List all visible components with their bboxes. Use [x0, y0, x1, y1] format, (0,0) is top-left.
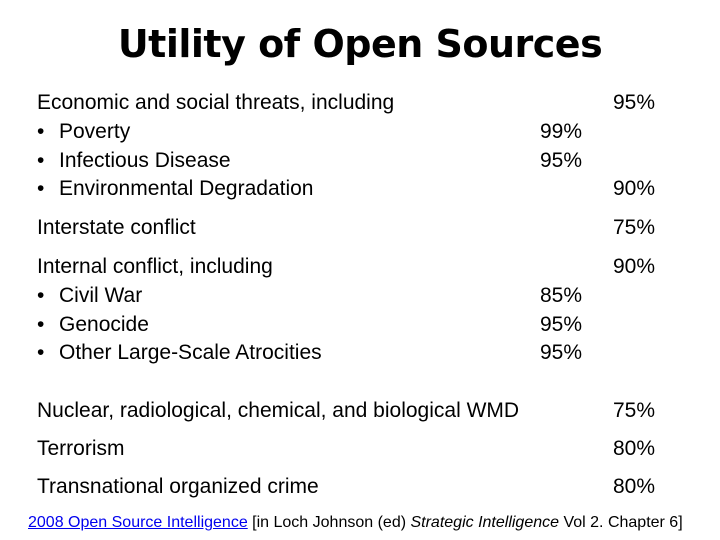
citation-link[interactable]: 2008 Open Source Intelligence — [28, 514, 248, 531]
row-label: Infectious Disease — [59, 149, 231, 172]
row-label: Other Large-Scale Atrocities — [59, 341, 322, 364]
citation-prefix: [in Loch Johnson (ed) — [247, 514, 411, 531]
row-economic: Economic and social threats, including — [37, 89, 394, 117]
row-label: Environmental Degradation — [59, 177, 314, 200]
row-atrocities: • Other Large-Scale Atrocities — [37, 339, 322, 367]
row-infectious-disease: • Infectious Disease — [37, 147, 231, 175]
row-label: Genocide — [59, 313, 149, 336]
bullet-icon: • — [37, 313, 45, 336]
row-terrorism: Terrorism — [37, 435, 125, 463]
row-genocide: • Genocide — [37, 311, 149, 339]
value-civil-war: 85% — [540, 284, 583, 307]
row-wmd: Nuclear, radiological, chemical, and bio… — [37, 397, 519, 425]
bullet-icon: • — [37, 149, 45, 172]
bullet-icon: • — [37, 341, 45, 364]
citation-book-title: Strategic Intelligence — [410, 514, 560, 531]
row-label: Nuclear, radiological, chemical, and bio… — [37, 399, 520, 422]
row-label: Terrorism — [37, 437, 125, 460]
row-label: Civil War — [59, 284, 143, 307]
row-interstate: Interstate conflict — [37, 214, 196, 242]
value-wmd: 75% — [613, 399, 656, 422]
bullet-icon: • — [37, 177, 45, 200]
row-label: Interstate conflict — [37, 216, 196, 239]
row-label: Internal conflict, including — [37, 255, 273, 278]
value-terrorism: 80% — [613, 437, 656, 460]
row-internal-conflict: Internal conflict, including — [37, 253, 273, 281]
bullet-icon: • — [37, 120, 45, 143]
citation-suffix: Vol 2. Chapter 6] — [559, 514, 683, 531]
row-poverty: • Poverty — [37, 118, 130, 146]
row-label: Poverty — [59, 120, 131, 143]
row-environmental: • Environmental Degradation — [37, 175, 313, 203]
value-genocide: 95% — [540, 313, 583, 336]
row-transnational-crime: Transnational organized crime — [37, 473, 319, 501]
row-label: Economic and social threats, including — [37, 91, 395, 114]
value-environmental: 90% — [613, 177, 656, 200]
value-internal-conflict: 90% — [613, 255, 656, 278]
value-infectious-disease: 95% — [540, 149, 583, 172]
value-atrocities: 95% — [540, 341, 583, 364]
slide-title: Utility of Open Sources — [117, 22, 603, 66]
bullet-icon: • — [37, 284, 45, 307]
citation: 2008 Open Source Intelligence [in Loch J… — [28, 514, 683, 532]
value-economic: 95% — [613, 91, 656, 114]
row-civil-war: • Civil War — [37, 282, 142, 310]
value-poverty: 99% — [540, 120, 583, 143]
value-transnational-crime: 80% — [613, 475, 656, 498]
row-label: Transnational organized crime — [37, 475, 319, 498]
value-interstate: 75% — [613, 216, 656, 239]
